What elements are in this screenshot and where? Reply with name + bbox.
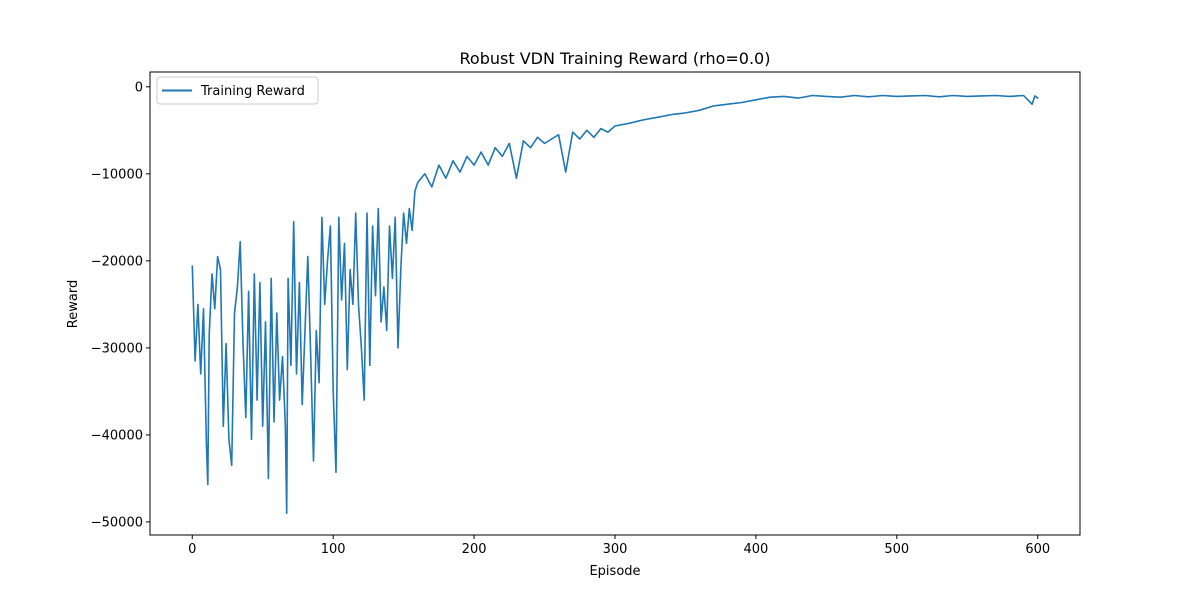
legend-label-training-reward: Training Reward [200, 84, 305, 99]
x-tick-label: 100 [321, 542, 346, 557]
plot-area [191, 94, 1039, 514]
y-axis: 0 −10000 −20000 −30000 −40000 −50000 [91, 80, 150, 530]
legend: Training Reward [156, 76, 319, 105]
y-axis-label: Reward [66, 280, 81, 328]
x-axis-label: Episode [589, 564, 640, 579]
x-tick-label: 200 [462, 542, 487, 557]
x-tick-label: 300 [603, 542, 628, 557]
x-tick-label: 400 [743, 542, 768, 557]
x-tick-label: 600 [1025, 542, 1050, 557]
y-tick-label: 0 [135, 80, 143, 95]
x-axis: 0 100 200 300 400 500 600 [188, 535, 1050, 557]
x-tick-label: 0 [188, 542, 196, 557]
y-tick-label: −20000 [91, 254, 143, 269]
x-tick-label: 500 [884, 542, 909, 557]
y-tick-label: −10000 [91, 167, 143, 182]
chart-title: Robust VDN Training Reward (rho=0.0) [460, 49, 771, 68]
legend-frame [156, 76, 319, 105]
y-tick-label: −30000 [91, 341, 143, 356]
y-tick-label: −40000 [91, 428, 143, 443]
y-tick-label: −50000 [91, 515, 143, 530]
series-line-training-reward [191, 94, 1039, 514]
axes-frame [149, 71, 1081, 536]
